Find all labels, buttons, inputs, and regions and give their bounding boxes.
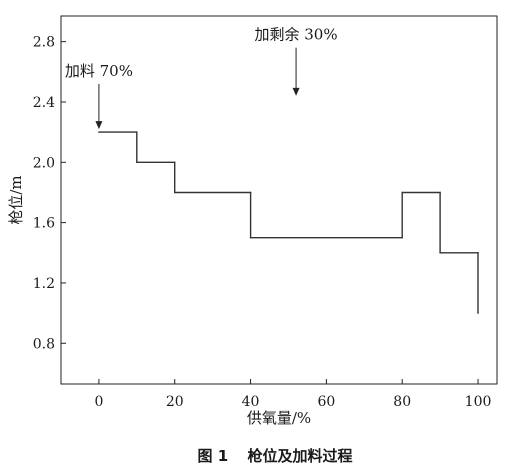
series-point — [98, 131, 100, 133]
x-tick-label: 40 — [242, 394, 260, 410]
annotation-arrow-head — [292, 87, 300, 96]
x-tick-label: 80 — [393, 394, 411, 410]
series-point — [136, 161, 138, 163]
caption-text: 枪位及加料过程 — [247, 447, 352, 465]
y-tick-label: 2.4 — [33, 95, 55, 111]
annotation-label: 加料 70% — [65, 62, 133, 80]
series-point — [136, 131, 138, 133]
x-tick-label: 60 — [317, 394, 335, 410]
x-axis: 0 20 40 60 80 100 — [94, 379, 491, 410]
series-point — [477, 252, 479, 254]
y-axis-title: 枪位/m — [7, 175, 25, 224]
figure-caption: 图 1 枪位及加料过程 — [198, 447, 353, 465]
series-point — [439, 252, 441, 254]
annotation-arrow-head — [95, 121, 103, 130]
y-tick-label: 0.8 — [33, 336, 55, 352]
series-line — [98, 131, 479, 314]
series-point — [174, 191, 176, 194]
y-tick-label: 2.0 — [33, 155, 55, 171]
annotation-layer: 加料 70% 加剩余 30% — [65, 26, 338, 130]
caption-label: 图 1 — [198, 447, 229, 465]
y-tick-label: 1.6 — [33, 216, 55, 232]
series-point — [249, 237, 252, 239]
series-point — [249, 191, 252, 194]
x-tick-label: 20 — [166, 394, 184, 410]
y-axis: 0.8 1.2 1.6 2.0 2.4 2.8 — [33, 35, 66, 352]
series-point — [401, 237, 403, 239]
series-layer — [98, 131, 479, 314]
x-tick-label: 0 — [94, 394, 103, 410]
x-axis-title: 供氧量/% — [247, 409, 311, 427]
series-point — [401, 191, 403, 194]
y-tick-label: 1.2 — [33, 276, 55, 292]
annotation-label: 加剩余 30% — [255, 26, 338, 44]
series-point — [174, 161, 176, 163]
y-tick-label: 2.8 — [33, 35, 55, 51]
x-tick-label: 100 — [465, 394, 492, 410]
plot-frame — [60, 15, 498, 385]
series-point — [439, 191, 441, 194]
series-point — [477, 312, 479, 314]
